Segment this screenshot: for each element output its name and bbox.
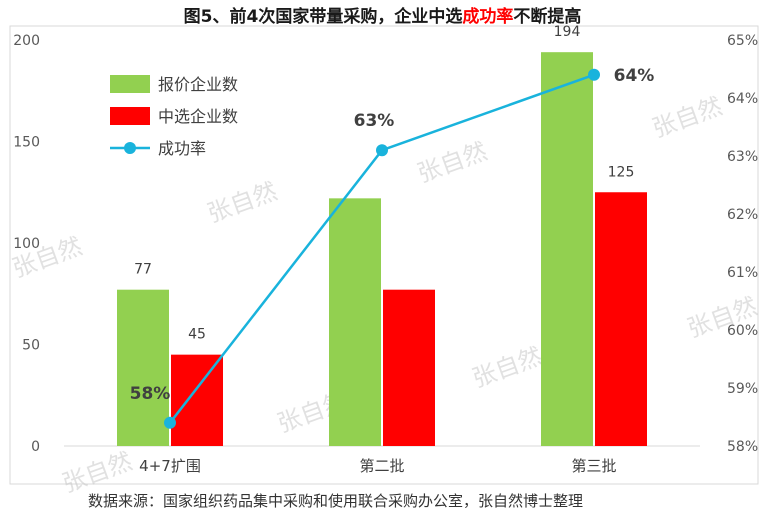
y-left-tick-label: 200 xyxy=(13,33,40,49)
rate-data-label: 58% xyxy=(130,384,171,404)
y-left-tick-label: 100 xyxy=(13,236,40,252)
y-right-tick-label: 65% xyxy=(727,33,758,49)
bar-selected xyxy=(595,192,647,446)
bar-bid xyxy=(541,52,593,447)
bar-data-label: 45 xyxy=(188,327,206,343)
bar-data-label: 194 xyxy=(554,24,581,40)
bar-data-label: 125 xyxy=(608,164,635,180)
rate-data-label: 63% xyxy=(354,111,395,131)
bar-bid xyxy=(329,198,381,446)
y-right-tick-label: 64% xyxy=(727,91,758,107)
bar-data-label: 77 xyxy=(134,262,152,278)
rate-point xyxy=(376,144,388,157)
y-right-tick-label: 60% xyxy=(727,323,758,339)
bar-selected xyxy=(383,289,435,446)
y-right-tick-label: 59% xyxy=(727,381,758,397)
legend-marker-rate xyxy=(124,142,136,154)
legend-label: 中选企业数 xyxy=(158,107,238,126)
chart-title: 图5、前4次国家带量采购，企业中选成功率不断提高 xyxy=(0,2,765,27)
y-right-tick-label: 58% xyxy=(727,439,758,455)
x-tick-label: 4+7扩围 xyxy=(139,457,201,475)
watermark-text: 张自然 xyxy=(414,137,491,188)
legend-label: 报价企业数 xyxy=(158,75,238,94)
bar-selected xyxy=(171,354,223,446)
chart-title-prefix: 图5、前4次国家带量采购，企业中选 xyxy=(183,7,463,27)
chart-title-highlight: 成功率 xyxy=(462,7,514,27)
legend-label: 成功率 xyxy=(158,139,206,158)
watermark-text: 张自然 xyxy=(649,92,726,143)
chart-frame xyxy=(9,25,759,485)
bar-bid xyxy=(117,289,169,446)
rate-point xyxy=(588,68,600,81)
y-right-tick-label: 61% xyxy=(727,265,758,281)
source-note: 数据来源：国家组织药品集中采购和使用联合采购办公室，张自然博士整理 xyxy=(88,492,584,510)
y-left-tick-label: 50 xyxy=(22,338,40,354)
rate-point xyxy=(164,416,176,429)
watermark-text: 张自然 xyxy=(204,177,281,228)
y-left-tick-label: 150 xyxy=(13,135,40,151)
legend-swatch-bid xyxy=(110,75,150,93)
watermark-text: 张自然 xyxy=(469,342,546,393)
chart-title-suffix: 不断提高 xyxy=(513,7,582,27)
x-tick-label: 第二批 xyxy=(359,457,404,475)
x-tick-label: 第三批 xyxy=(571,457,616,475)
legend-swatch-selected xyxy=(110,107,150,125)
rate-data-label: 64% xyxy=(614,66,655,86)
y-left-tick-label: 0 xyxy=(31,439,40,455)
y-right-tick-label: 63% xyxy=(727,149,758,165)
y-right-tick-label: 62% xyxy=(727,207,758,223)
